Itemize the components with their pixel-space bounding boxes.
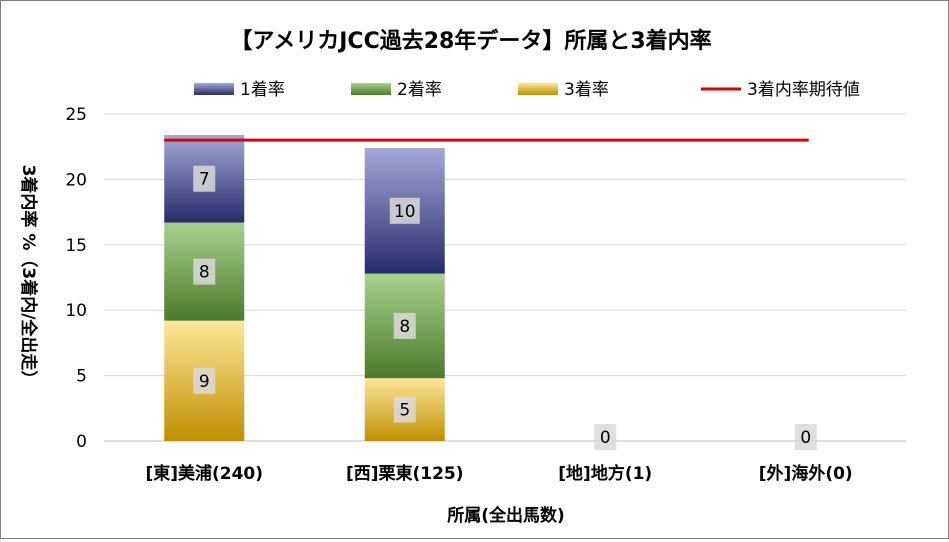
legend-label: 3着内率期待値 xyxy=(747,80,860,100)
legend-label: 1着率 xyxy=(240,80,285,100)
legend-swatch xyxy=(351,83,391,95)
y-tick-label: 25 xyxy=(65,105,87,125)
y-axis-label: 3着内率 %（3着内/全出走） xyxy=(18,165,39,388)
data-label-box xyxy=(393,396,416,423)
x-tick-label: [東]美浦(240) xyxy=(145,463,263,484)
chart-title: 【アメリカJCC過去28年データ】所属と3着内率 xyxy=(230,28,711,54)
data-label: 8 xyxy=(199,263,210,283)
x-tick-label: [外]海外(0) xyxy=(759,463,853,484)
data-label: 0 xyxy=(800,428,811,448)
data-labels: 9 8 7 5 8 10 0 0 xyxy=(193,165,817,450)
x-tick-label: [地]地方(1) xyxy=(558,463,652,484)
legend: 1着率 2着率 3着率 3着内率期待値 xyxy=(194,80,860,100)
legend-label: 2着率 xyxy=(397,80,442,100)
y-tick-label: 0 xyxy=(76,432,87,452)
data-label: 5 xyxy=(399,401,410,421)
data-label-box xyxy=(794,424,817,450)
y-axis-ticks: 0 5 10 15 20 25 xyxy=(65,105,87,452)
legend-label: 3着率 xyxy=(564,80,609,100)
data-label: 9 xyxy=(199,372,210,392)
data-label: 10 xyxy=(394,202,416,222)
x-axis-ticks: [東]美浦(240) [西]栗東(125) [地]地方(1) [外]海外(0) xyxy=(145,463,852,484)
legend-swatch xyxy=(518,83,558,95)
legend-swatch xyxy=(194,83,234,95)
data-label-box xyxy=(594,424,617,450)
data-label: 7 xyxy=(199,170,210,190)
y-tick-label: 20 xyxy=(65,170,87,190)
x-axis-label: 所属(全出馬数) xyxy=(447,505,565,526)
x-tick-label: [西]栗東(125) xyxy=(346,463,464,484)
data-label-box xyxy=(193,367,216,394)
y-tick-label: 5 xyxy=(76,367,87,387)
data-label-box xyxy=(193,258,216,285)
y-tick-label: 10 xyxy=(65,301,87,321)
data-label-box xyxy=(193,165,216,192)
data-label: 0 xyxy=(600,428,611,448)
data-label: 8 xyxy=(399,317,410,337)
data-label-box xyxy=(389,197,420,224)
y-tick-label: 15 xyxy=(65,236,87,256)
data-label-box xyxy=(393,312,416,339)
